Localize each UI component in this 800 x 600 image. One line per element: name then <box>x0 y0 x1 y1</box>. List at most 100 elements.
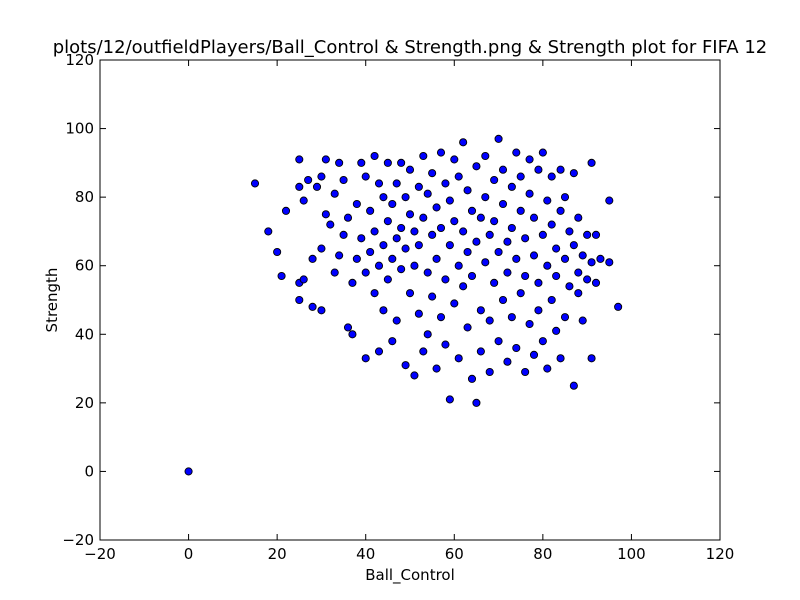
data-point <box>507 182 516 191</box>
data-point <box>321 210 330 219</box>
data-point <box>512 254 521 263</box>
data-point <box>445 196 454 205</box>
data-point <box>432 364 441 373</box>
data-point <box>414 182 423 191</box>
data-point <box>569 169 578 178</box>
data-point <box>552 244 561 253</box>
y-tick-label: 40 <box>75 325 94 343</box>
data-point <box>574 213 583 222</box>
data-point <box>405 210 415 219</box>
data-point <box>521 367 530 377</box>
y-tick-label: 100 <box>65 120 94 138</box>
data-point <box>450 299 459 308</box>
data-point <box>614 302 623 311</box>
data-point <box>295 295 304 305</box>
data-point <box>397 223 406 233</box>
data-point <box>264 227 273 236</box>
plot-frame <box>99 59 721 541</box>
data-point <box>503 268 512 277</box>
data-point <box>419 213 428 222</box>
data-point <box>481 193 490 202</box>
data-point <box>605 258 614 267</box>
data-point <box>494 247 503 257</box>
data-point <box>383 275 392 284</box>
data-point <box>436 313 446 322</box>
x-tick-label: 40 <box>356 545 375 563</box>
data-point <box>414 309 423 318</box>
data-point <box>569 241 578 250</box>
data-point <box>348 330 357 339</box>
data-point <box>184 467 193 476</box>
x-tick-label: −20 <box>84 545 116 563</box>
data-point <box>463 323 472 332</box>
data-point <box>507 223 516 233</box>
data-point <box>361 268 370 277</box>
data-point <box>605 196 614 205</box>
x-axis-label: Ball_Control <box>365 566 455 585</box>
data-point <box>423 330 432 339</box>
data-point <box>299 275 308 284</box>
data-point <box>467 206 477 215</box>
data-point <box>503 237 512 246</box>
data-point <box>547 220 556 229</box>
data-point <box>552 271 561 281</box>
data-point <box>339 230 348 239</box>
data-point <box>583 275 592 284</box>
y-tick-label: 80 <box>75 188 94 206</box>
data-point <box>445 241 454 250</box>
x-tick-label: 120 <box>706 545 735 563</box>
data-point <box>538 148 547 157</box>
data-point <box>410 261 419 270</box>
data-point <box>538 230 547 239</box>
data-point <box>317 244 326 253</box>
data-point <box>335 158 344 167</box>
data-point <box>352 199 361 209</box>
data-point <box>556 165 565 174</box>
data-point <box>441 179 450 188</box>
scatter-points <box>184 134 623 476</box>
data-point <box>574 268 583 277</box>
data-point <box>361 354 370 363</box>
data-point <box>490 217 499 226</box>
data-point <box>366 206 375 215</box>
data-point <box>485 230 494 239</box>
data-point <box>512 148 521 157</box>
data-point <box>357 234 366 243</box>
data-point <box>516 172 525 181</box>
data-point <box>543 364 552 373</box>
data-point <box>481 258 490 267</box>
data-point <box>419 151 428 161</box>
x-tick-label: 0 <box>184 545 194 563</box>
data-point <box>414 241 423 250</box>
data-point <box>591 278 601 287</box>
data-point <box>490 278 499 287</box>
data-point <box>485 367 494 377</box>
data-point <box>467 271 477 281</box>
data-point <box>445 395 454 404</box>
data-point <box>370 289 379 298</box>
data-point <box>507 313 516 322</box>
data-point <box>317 172 326 181</box>
data-point <box>374 347 384 356</box>
data-point <box>321 155 330 164</box>
data-point <box>596 254 605 263</box>
data-point <box>525 319 534 329</box>
data-point <box>490 175 499 185</box>
data-point <box>428 169 437 178</box>
data-point <box>370 227 379 236</box>
data-point <box>441 275 450 284</box>
data-point <box>454 354 463 363</box>
data-point <box>547 295 556 305</box>
data-point <box>317 306 326 315</box>
data-point <box>512 343 521 353</box>
chart-title: plots/12/outfieldPlayers/Ball_Control & … <box>53 37 768 58</box>
data-point <box>392 234 401 243</box>
x-tick-label: 20 <box>268 545 287 563</box>
data-point <box>441 340 450 349</box>
data-point <box>419 347 428 356</box>
data-point <box>521 234 530 243</box>
data-point <box>454 261 463 270</box>
data-point <box>357 158 366 167</box>
data-point <box>574 289 583 298</box>
